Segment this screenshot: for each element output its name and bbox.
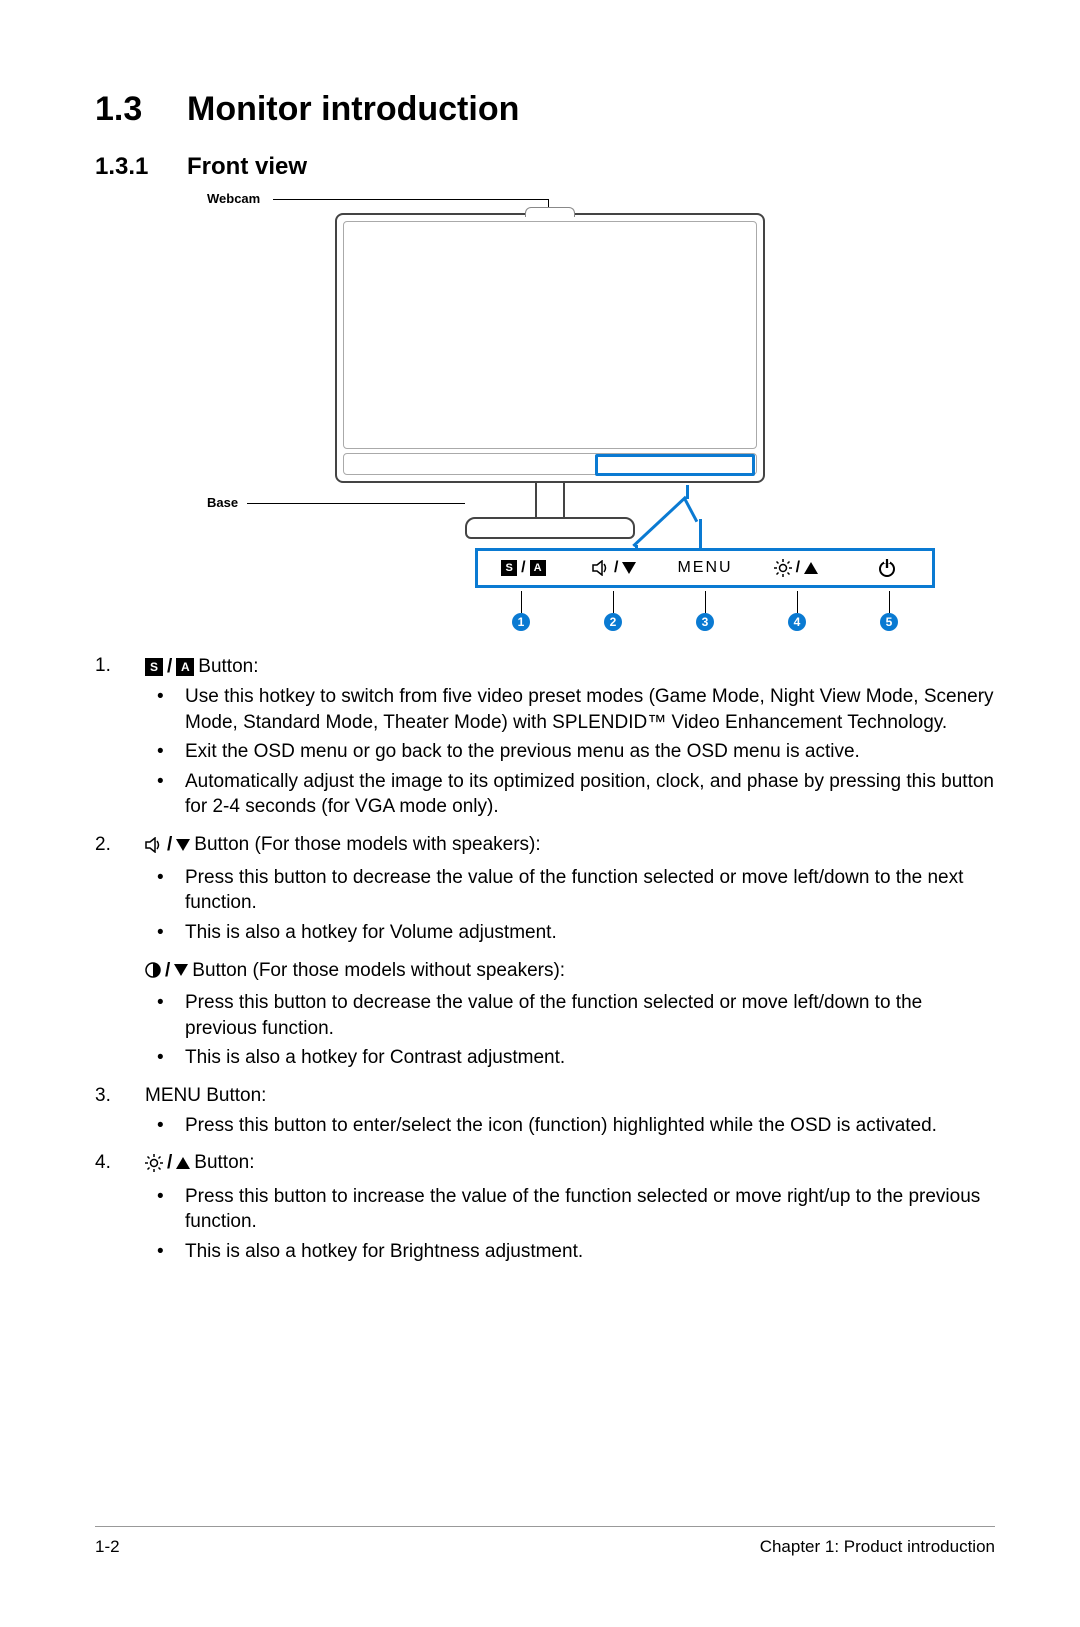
item-4: 4. / Button: •Press this button to incre…: [95, 1150, 995, 1268]
item-3: 3. MENU Button: •Press this button to en…: [95, 1083, 995, 1142]
marker-2: 2: [604, 613, 622, 631]
description-list: 1. S/A Button: •Use this hotkey to switc…: [95, 653, 995, 1269]
monitor-screen: [343, 221, 757, 449]
item-2: 2. / Button (For those models with speak…: [95, 832, 995, 1075]
marker-1: 1: [512, 613, 530, 631]
sa-button-icon: S/A: [478, 559, 569, 577]
triangle-down-icon: [174, 964, 188, 976]
speaker-icon: [145, 837, 163, 853]
monitor-diagram: Webcam Base S/A / MENU /: [235, 193, 935, 633]
triangle-down-icon: [176, 839, 190, 851]
marker-3: 3: [696, 613, 714, 631]
brightness-icon: [145, 1154, 163, 1172]
monitor-base: [465, 517, 635, 539]
section-number: 1.3: [95, 90, 187, 129]
triangle-up-icon: [176, 1157, 190, 1169]
button-highlight: [595, 454, 755, 476]
webcam-leader: [273, 199, 548, 200]
page-footer: 1-2 Chapter 1: Product introduction: [95, 1526, 995, 1557]
webcam-icon: [525, 207, 575, 217]
page-number: 1-2: [95, 1537, 120, 1557]
menu-button-label: MENU: [660, 559, 751, 577]
sa-button-label: S/A Button:: [145, 654, 259, 680]
base-label: Base: [207, 495, 238, 510]
brightness-up-icon: /: [750, 559, 841, 577]
monitor-neck: [535, 483, 565, 519]
webcam-label: Webcam: [207, 191, 260, 206]
monitor-frame: [335, 213, 765, 483]
subsection-title: Front view: [187, 153, 307, 180]
subsection-number: 1.3.1: [95, 153, 187, 181]
contrast-down-button-label: / Button (For those models without speak…: [145, 958, 565, 984]
button-callout-bar: S/A / MENU /: [475, 548, 935, 588]
subsection-heading: 1.3.1Front view: [95, 153, 995, 181]
section-title: Monitor introduction: [187, 90, 519, 128]
volume-down-button-label: / Button (For those models with speakers…: [145, 832, 541, 858]
contrast-icon: [145, 962, 161, 978]
section-heading: 1.3Monitor introduction: [95, 90, 995, 129]
brightness-up-button-label: / Button:: [145, 1150, 255, 1176]
power-icon: [841, 558, 932, 578]
callout-markers: 1 2 3 4 5: [475, 591, 935, 631]
volume-down-icon: /: [569, 559, 660, 577]
marker-5: 5: [880, 613, 898, 631]
menu-button-head: MENU Button:: [145, 1083, 995, 1109]
marker-4: 4: [788, 613, 806, 631]
chapter-title: Chapter 1: Product introduction: [760, 1537, 995, 1557]
item-1: 1. S/A Button: •Use this hotkey to switc…: [95, 653, 995, 824]
base-leader: [247, 503, 465, 504]
